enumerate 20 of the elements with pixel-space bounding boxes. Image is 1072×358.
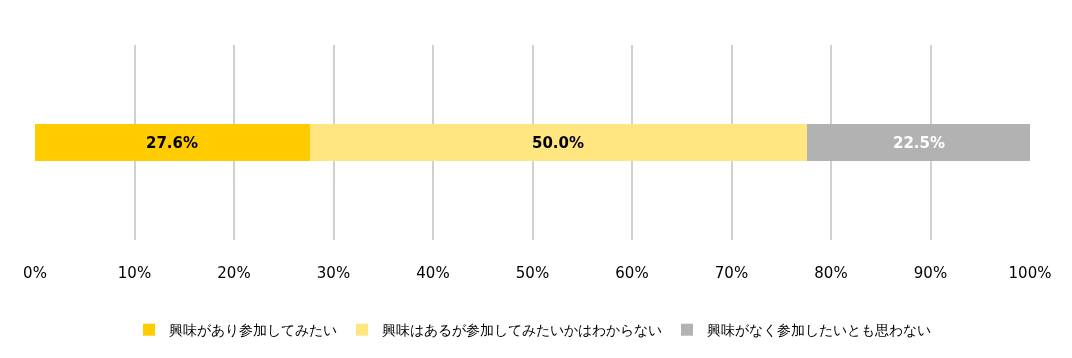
x-tick-label: 0% xyxy=(23,264,47,282)
bar xyxy=(807,123,1030,162)
data-label: 27.6% xyxy=(146,134,199,152)
legend-label: 興味がなく参加したいとも思わない xyxy=(707,322,931,339)
bar xyxy=(35,123,310,162)
legend-label: 興味はあるが参加してみたいかはわからない xyxy=(382,322,662,339)
data-label: 22.5% xyxy=(893,134,946,152)
x-tick-label: 60% xyxy=(615,264,649,282)
bar xyxy=(309,123,808,162)
x-tick-label: 20% xyxy=(217,264,251,282)
data-label: 50.0% xyxy=(532,134,585,152)
x-tick-label: 10% xyxy=(117,264,152,282)
x-tick-label: 80% xyxy=(814,264,848,282)
x-tick-label: 50% xyxy=(515,264,550,282)
legend-label: 興味があり参加してみたい xyxy=(169,322,337,339)
x-tick-label: 100% xyxy=(1008,264,1052,282)
x-tick-label: 70% xyxy=(714,264,749,282)
x-tick-label: 90% xyxy=(913,264,948,282)
x-tick-label: 40% xyxy=(416,264,450,282)
x-tick-label: 30% xyxy=(316,264,351,282)
